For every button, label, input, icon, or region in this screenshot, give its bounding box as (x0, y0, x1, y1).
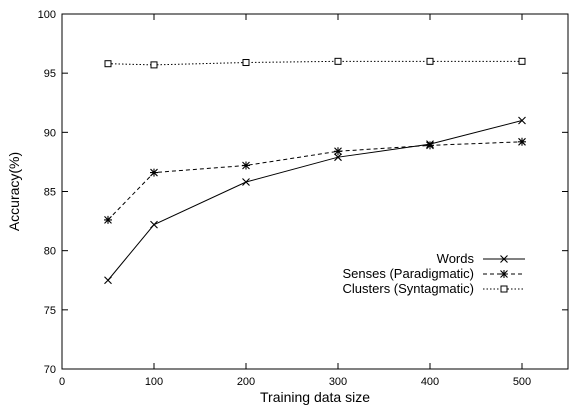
plot-frame (61, 13, 569, 370)
y-tick-label: 70 (44, 364, 56, 376)
x-axis-label: Training data size (260, 389, 370, 405)
data-point (334, 147, 342, 156)
x-tick-label: 200 (237, 376, 255, 388)
y-tick-label: 80 (44, 246, 56, 258)
ticks: 0 100 200 300 400 500 70 75 80 85 90 95 100 (38, 9, 568, 388)
data-point (426, 141, 434, 150)
data-point (104, 60, 112, 68)
data-point (104, 215, 112, 224)
data-point (242, 59, 250, 67)
y-tick-label: 90 (44, 127, 56, 139)
y-tick-label: 75 (44, 305, 56, 317)
x-tick-label: 0 (59, 376, 65, 388)
y-tick-label: 85 (44, 187, 56, 199)
data-point (150, 61, 158, 69)
data-point (150, 220, 158, 229)
series-line (107, 60, 522, 66)
x-tick-label: 400 (421, 376, 439, 388)
data-point (242, 178, 250, 186)
data-point (518, 116, 526, 125)
y-tick-label: 95 (44, 68, 56, 80)
legend-label: Clusters (Syntagmatic) (343, 281, 474, 296)
data-point (426, 57, 434, 65)
data-point (242, 161, 250, 170)
y-axis-label: Accuracy(%) (6, 152, 22, 231)
legend-marker (500, 270, 508, 278)
data-point (334, 153, 342, 162)
data-point (334, 57, 342, 65)
legend-label: Words (437, 251, 475, 266)
legend-label: Senses (Paradigmatic) (343, 266, 475, 281)
data-point (518, 137, 526, 146)
y-tick-label: 100 (38, 9, 56, 21)
data-point (150, 168, 158, 177)
data-point (104, 276, 112, 285)
x-tick-label: 500 (513, 376, 531, 388)
x-tick-label: 100 (145, 376, 163, 388)
series-lines (104, 57, 526, 285)
x-tick-label: 300 (329, 376, 347, 388)
legend-marker (500, 255, 508, 263)
series-line (107, 120, 523, 281)
legend-marker (500, 285, 508, 293)
data-point (518, 57, 526, 65)
series-line (107, 141, 523, 221)
